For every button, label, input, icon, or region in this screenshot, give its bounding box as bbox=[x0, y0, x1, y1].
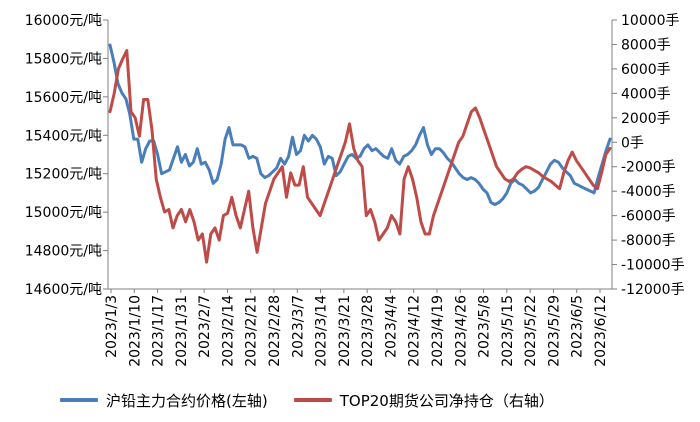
x-tick-label: 2023/1/17 bbox=[151, 295, 167, 367]
left-tick-label: 16000元/吨 bbox=[25, 13, 102, 29]
right-tick-label: -10000手 bbox=[621, 258, 685, 274]
left-tick-label: 15000元/吨 bbox=[25, 205, 102, 221]
right-tick-label: -6000手 bbox=[621, 209, 676, 225]
legend-swatch-price bbox=[60, 398, 98, 402]
x-tick-label: 2023/1/31 bbox=[174, 295, 190, 367]
x-tick-label: 2023/5/15 bbox=[500, 295, 516, 367]
legend-swatch-position bbox=[293, 398, 332, 402]
right-tick-label: -8000手 bbox=[621, 233, 676, 249]
left-axis: 14600元/吨 14800元/吨 15000元/吨 15200元/吨 15400元/吨… bbox=[25, 13, 108, 298]
x-tick-label: 2023/4/12 bbox=[407, 295, 423, 367]
x-tick-label: 2023/2/28 bbox=[267, 295, 283, 367]
plot-area bbox=[107, 20, 613, 290]
x-tick-label: 2023/4/4 bbox=[383, 295, 399, 358]
right-tick-label: 0手 bbox=[621, 135, 644, 151]
legend-label-position: TOP20期货公司净持仓（右轴） bbox=[339, 391, 554, 410]
x-tick-label: 2023/3/7 bbox=[290, 295, 306, 358]
x-tick-label: 2023/6/5 bbox=[570, 295, 586, 358]
right-tick-label: 8000手 bbox=[621, 37, 671, 53]
right-tick-label: 2000手 bbox=[621, 111, 671, 127]
left-tick-label: 15800元/吨 bbox=[25, 51, 102, 67]
x-tick-label: 2023/3/14 bbox=[314, 295, 330, 367]
x-tick-label: 2023/5/8 bbox=[477, 295, 493, 358]
x-tick-label: 2023/4/19 bbox=[430, 295, 446, 367]
right-tick-label: 10000手 bbox=[621, 13, 680, 29]
x-tick-label: 2023/2/7 bbox=[197, 295, 213, 358]
left-tick-label: 15600元/吨 bbox=[25, 90, 102, 106]
right-tick-label: 4000手 bbox=[621, 86, 671, 102]
series-line-1 bbox=[108, 49, 612, 264]
right-tick-label: 6000手 bbox=[621, 62, 671, 78]
left-tick-label: 15200元/吨 bbox=[25, 167, 102, 183]
x-axis: 2023/1/3 2023/1/10 2023/1/17 2023/1/31 2023/… bbox=[104, 289, 609, 367]
x-tick-label: 2023/2/14 bbox=[220, 295, 236, 367]
x-tick-label: 2023/2/21 bbox=[244, 295, 260, 367]
right-tick-label: -12000手 bbox=[621, 282, 685, 298]
x-tick-label: 2023/1/3 bbox=[104, 295, 120, 358]
series-layer bbox=[108, 43, 612, 264]
legend-label-price: 沪铅主力合约价格(左轴) bbox=[106, 391, 268, 410]
right-tick-label: -4000手 bbox=[621, 184, 676, 200]
right-axis: -12000手 -10000手 -8000手 -6000手 -4000手 -2000手 0手… bbox=[612, 13, 685, 298]
left-tick-label: 14800元/吨 bbox=[25, 244, 102, 260]
left-tick-label: 14600元/吨 bbox=[25, 282, 102, 298]
x-tick-label: 2023/6/12 bbox=[593, 295, 609, 367]
legend-item-position: TOP20期货公司净持仓（右轴） bbox=[293, 390, 554, 411]
x-tick-label: 2023/5/29 bbox=[546, 295, 562, 367]
legend: 沪铅主力合约价格(左轴) TOP20期货公司净持仓（右轴） bbox=[60, 388, 690, 412]
series-line-0 bbox=[108, 43, 612, 206]
x-tick-label: 2023/3/28 bbox=[360, 295, 376, 367]
right-tick-label: -2000手 bbox=[621, 160, 676, 176]
x-tick-label: 2023/4/26 bbox=[453, 295, 469, 367]
legend-item-price: 沪铅主力合约价格(左轴) bbox=[60, 390, 268, 411]
x-tick-label: 2023/3/21 bbox=[337, 295, 353, 367]
x-tick-label: 2023/5/22 bbox=[523, 295, 539, 367]
left-tick-label: 15400元/吨 bbox=[25, 128, 102, 144]
x-tick-label: 2023/1/10 bbox=[127, 295, 143, 367]
